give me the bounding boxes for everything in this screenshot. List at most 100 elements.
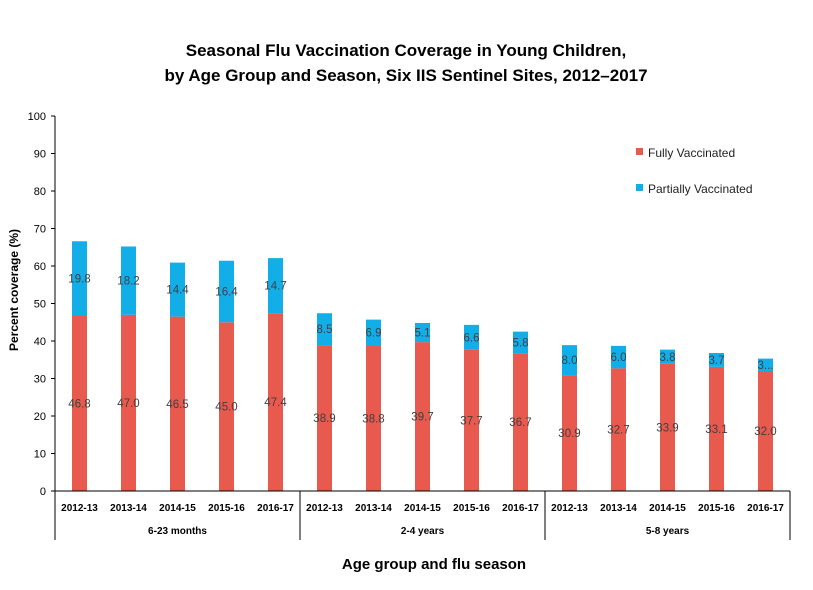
bar-partially-vaccinated [758, 358, 773, 371]
bar-partially-vaccinated [709, 353, 724, 367]
y-tick-label: 30 [34, 374, 46, 386]
y-tick-label: 50 [34, 299, 46, 311]
data-label: 3... [758, 360, 774, 372]
bar-fully-vaccinated [170, 316, 185, 491]
data-label: 5.1 [415, 328, 431, 340]
bar-fully-vaccinated [366, 345, 381, 491]
data-label: 8.5 [317, 324, 333, 336]
x-tick-label: 2016-17 [502, 503, 539, 514]
y-tick-label: 10 [34, 449, 46, 461]
bar-fully-vaccinated [562, 375, 577, 491]
data-label: 14.4 [166, 285, 189, 297]
data-label: 38.9 [313, 413, 335, 425]
data-label: 3.7 [709, 355, 725, 367]
data-label: 14.7 [264, 281, 286, 293]
chart-title-line-1: Seasonal Flu Vaccination Coverage in You… [186, 41, 627, 60]
y-axis: 0 10 20 30 40 50 60 70 80 90 100 [28, 111, 56, 498]
y-tick-label: 60 [34, 261, 46, 273]
bar-partially-vaccinated [464, 324, 479, 350]
bar-fully-vaccinated [513, 353, 528, 491]
data-label: 32.7 [607, 425, 629, 437]
legend-swatch-fully [636, 148, 643, 155]
bar-partially-vaccinated [366, 319, 381, 346]
data-label: 46.5 [166, 399, 188, 411]
data-label: 32.0 [754, 426, 776, 438]
bar-partially-vaccinated [268, 258, 283, 314]
x-tick-label: 2015-16 [208, 503, 245, 514]
data-label: 16.4 [215, 287, 238, 299]
x-tick-label: 2015-16 [453, 503, 490, 514]
x-tick-label: 2013-14 [600, 503, 637, 514]
y-tick-label: 100 [28, 111, 46, 123]
bar-fully-vaccinated [72, 315, 87, 491]
data-label: 18.2 [117, 276, 139, 288]
legend-label-fully: Fully Vaccinated [648, 146, 735, 160]
bar-fully-vaccinated [219, 322, 234, 491]
bar-fully-vaccinated [415, 342, 430, 491]
data-label: 47.0 [117, 398, 139, 410]
data-label: 30.9 [558, 428, 580, 440]
legend-label-partially: Partially Vaccinated [648, 182, 753, 196]
bar-partially-vaccinated [415, 323, 430, 343]
y-tick-label: 70 [34, 224, 46, 236]
x-tick-label: 2014-15 [404, 503, 441, 514]
bar-partially-vaccinated [660, 349, 675, 364]
data-label: 45.0 [215, 402, 237, 414]
data-label: 19.8 [68, 273, 90, 285]
bar-fully-vaccinated [660, 363, 675, 491]
bar-partially-vaccinated [562, 345, 577, 376]
bar-partially-vaccinated [72, 241, 87, 316]
data-label: 8.0 [562, 355, 578, 367]
bar-partially-vaccinated [317, 313, 332, 346]
bar-fully-vaccinated [464, 349, 479, 491]
data-label: 47.4 [264, 397, 287, 409]
x-tick-label: 2013-14 [110, 503, 147, 514]
bar-fully-vaccinated [758, 371, 773, 491]
data-label: 3.8 [660, 352, 676, 364]
x-tick-label: 2012-13 [61, 503, 98, 514]
bar-partially-vaccinated [513, 331, 528, 354]
bar-fully-vaccinated [611, 368, 626, 491]
x-tick-label: 2013-14 [355, 503, 392, 514]
group-label: 2-4 years [401, 526, 445, 537]
data-label: 33.1 [705, 424, 727, 436]
bars: 46.8 19.8 47.0 18.2 46.5 14.4 45.0 16.4 47.4 14.7… [68, 241, 777, 491]
y-tick-label: 90 [34, 149, 46, 161]
data-label: 33.9 [656, 422, 678, 434]
x-tick-label: 2014-15 [649, 503, 686, 514]
group-label: 5-8 years [646, 526, 690, 537]
data-label: 36.7 [509, 417, 531, 429]
x-tick-label: 2014-15 [159, 503, 196, 514]
y-tick-label: 20 [34, 411, 46, 423]
x-tick-label: 2012-13 [551, 503, 588, 514]
bar-fully-vaccinated [121, 314, 136, 491]
data-label: 6.0 [611, 352, 627, 364]
data-label: 46.8 [68, 398, 90, 410]
y-tick-label: 40 [34, 336, 46, 348]
data-label: 6.9 [366, 328, 382, 340]
data-label: 39.7 [411, 412, 433, 424]
x-tick-label: 2016-17 [257, 503, 294, 514]
x-axis: 2012-13 2013-14 2014-15 2015-16 2016-17 2012-… [54, 490, 791, 540]
y-tick-label: 80 [34, 186, 46, 198]
data-label: 38.8 [362, 413, 384, 425]
data-label: 5.8 [513, 338, 529, 350]
x-tick-label: 2012-13 [306, 503, 343, 514]
group-label: 6-23 months [148, 526, 207, 537]
bar-fully-vaccinated [268, 313, 283, 491]
legend: Fully Vaccinated Partially Vaccinated [636, 146, 753, 196]
y-axis-title: Percent coverage (%) [7, 229, 21, 351]
data-label: 6.6 [464, 332, 480, 344]
bar-fully-vaccinated [709, 366, 724, 491]
bar-partially-vaccinated [170, 262, 185, 317]
legend-swatch-partially [636, 184, 643, 191]
chart-title-line-2: by Age Group and Season, Six IIS Sentine… [164, 66, 647, 85]
x-tick-label: 2016-17 [747, 503, 784, 514]
x-tick-label: 2015-16 [698, 503, 735, 514]
x-axis-title: Age group and flu season [342, 556, 526, 573]
bar-partially-vaccinated [219, 260, 234, 323]
bar-partially-vaccinated [611, 345, 626, 369]
y-tick-label: 0 [40, 486, 46, 498]
bar-partially-vaccinated [121, 246, 136, 315]
